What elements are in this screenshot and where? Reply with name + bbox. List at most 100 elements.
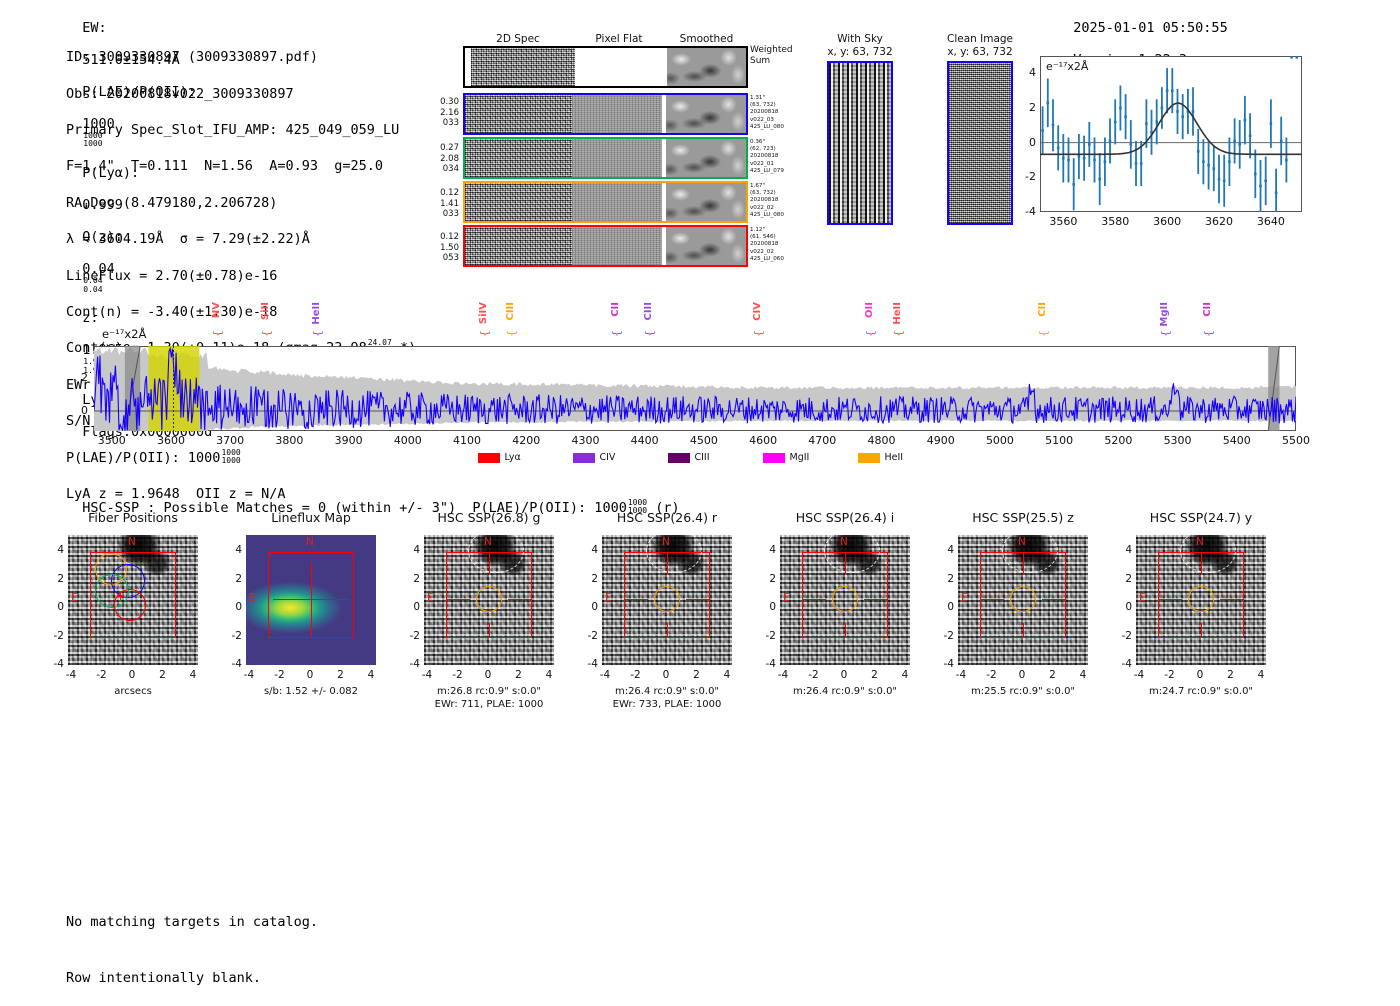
segment-pixelflat — [572, 95, 662, 133]
spec2d-row-right-label: 1.31" (63, 732) 20200818 v022_03 425_LU_… — [750, 95, 784, 130]
full-spectrum-unit-label: e⁻¹⁷x2Å — [102, 327, 147, 341]
thumbnail-x-tick: 0 — [484, 669, 492, 681]
legend-swatch — [857, 452, 880, 463]
legend-label: MgII — [789, 452, 810, 463]
thumbnail-x-tick: -2 — [808, 669, 819, 681]
thumbnail-x-tick: 4 — [1257, 669, 1265, 681]
crosshair-horizontal — [980, 599, 1004, 600]
thumbnail-y-tick: 4 — [1125, 544, 1132, 556]
info-obs-line: Obs: 20200818v022_3009330897 — [66, 85, 294, 102]
timestamp: 2025-01-01 05:50:55 — [1073, 20, 1228, 36]
ifu-footprint-box — [90, 552, 176, 638]
x-tick-label: 4800 — [867, 434, 896, 447]
y-tick-label: 4 — [1029, 66, 1036, 80]
table-row — [463, 137, 748, 179]
segment-2dspec — [465, 95, 572, 133]
y-tick-label: 0 — [81, 404, 88, 417]
legend-swatch — [667, 452, 690, 463]
x-tick-label: 4900 — [926, 434, 955, 447]
thumbnail-y-tick: 0 — [235, 601, 242, 613]
thumbnail-y-tick: 4 — [769, 544, 776, 556]
clean-image-title: Clean Image x, y: 63, 732 — [946, 33, 1014, 58]
segment-2dspec — [471, 48, 575, 86]
segment-smoothed — [666, 227, 746, 265]
thumbnail-x-tick: -4 — [1133, 669, 1145, 681]
legend-label: Lyα — [504, 452, 521, 463]
spec2d-row-right-label: 0.36" (62, 723) 20200818 v022_01 425_LU_… — [750, 139, 784, 174]
x-tick-label: 3560 — [1049, 215, 1078, 228]
crosshair-horizontal — [1042, 599, 1066, 600]
thumbnail-y-tick: 0 — [769, 601, 776, 613]
clean-image-cutout-group: Clean Image x, y: 63, 732 — [925, 33, 1035, 225]
compass-east-label: E — [249, 592, 256, 604]
contour-dashed-arc — [646, 529, 702, 573]
crosshair-horizontal — [686, 599, 710, 600]
thumbnail-y-tick: -4 — [1121, 658, 1132, 670]
emission-line-label: CIV — [752, 302, 764, 321]
x-tick-label: 3600 — [1153, 215, 1182, 228]
clean-image — [947, 61, 1013, 225]
x-tick-label: 5200 — [1104, 434, 1133, 447]
x-tick-label: 4700 — [808, 434, 837, 447]
segment-divider — [662, 95, 666, 133]
info-lineflux-line: LineFlux = 2.70(±0.78)e-16 — [66, 267, 278, 284]
line-fit-canvas — [1040, 56, 1302, 212]
crosshair-horizontal — [1158, 599, 1182, 600]
table-row — [463, 225, 748, 267]
lineflux-colormap — [246, 535, 376, 665]
compass-east-label: E — [783, 592, 790, 604]
legend-item: CIV — [572, 452, 616, 463]
aperture-circle — [1010, 586, 1036, 612]
thumbnail-x-tick: 4 — [901, 669, 909, 681]
x-tick-label: 3580 — [1101, 215, 1130, 228]
thumbnail-x-tick: 4 — [1079, 669, 1087, 681]
emission-line-label: SiII — [259, 302, 271, 321]
line-fit-plot: e⁻¹⁷x2Å -4 -2 0 2 4 3560 3580 3600 3620 3640 — [1025, 56, 1302, 228]
legend-swatch — [762, 452, 785, 463]
spec2d-row-right-label: 1.12" (61, 546) 20200818 v022_02 425_LU_… — [750, 227, 784, 262]
thumbnail-image[interactable] — [246, 535, 376, 665]
thumbnail-x-tick: 2 — [871, 669, 878, 681]
col-title-2dspec: 2D Spec — [496, 33, 540, 45]
segment-pixelflat — [575, 48, 667, 86]
emission-line-label: CII — [610, 302, 622, 317]
thumbnail-x-tick: -4 — [65, 669, 77, 681]
segment-2dspec — [465, 227, 572, 265]
legend-label: CIV — [599, 452, 616, 463]
info-z-line: LyA z = 1.9648 OII z = N/A — [66, 486, 286, 503]
thumbnail-y-tick: 4 — [947, 544, 954, 556]
x-tick-label: 5300 — [1163, 434, 1192, 447]
thumbnail-title: Lineflux Map — [271, 510, 351, 525]
line-fit-axes — [1040, 56, 1302, 212]
thumbnail-x-tick: -4 — [777, 669, 789, 681]
emission-line-brace-icon: { — [477, 330, 491, 337]
thumbnail-caption: m:26.4 rc:0.9" s:0.0" EWr: 733, PLAE: 10… — [612, 686, 722, 710]
spec2d-montage: 2D Spec Pixel Flat Smoothed Weighted Sum… — [425, 33, 805, 267]
emission-line-label: CIII — [504, 302, 516, 321]
emission-line-brace-icon: { — [1158, 330, 1172, 337]
target-marker-icon: + — [116, 590, 126, 603]
thumbnail-y-tick: 2 — [947, 572, 954, 585]
spec2d-weighted-sum-row — [463, 46, 748, 88]
emission-line-label: MgII — [1158, 302, 1170, 327]
segment-pixelflat — [572, 227, 662, 265]
thumbnail-y-tick: 2 — [1125, 572, 1132, 585]
thumbnail-y-tick: -2 — [765, 629, 776, 642]
thumbnail-y-tick: 2 — [235, 572, 242, 585]
x-tick-label: 5000 — [985, 434, 1014, 447]
crosshair-vertical — [667, 623, 668, 638]
thumbnail-x-tick: -2 — [986, 669, 997, 681]
info-plae-line: P(LAE)/P(OII): 1000 1000 1000 — [66, 447, 241, 467]
thumbnail-y-tick: 4 — [591, 544, 598, 556]
y-tick-label: 2 — [81, 370, 88, 384]
bottom-note-line2: Row intentionally blank. — [66, 969, 262, 986]
x-tick-label: 4400 — [630, 434, 659, 447]
thumbnail-y-tick: -4 — [765, 658, 776, 670]
thumbnail-x-tick: 4 — [723, 669, 731, 681]
compass-east-label: E — [427, 592, 434, 604]
compass-east-label: E — [1139, 592, 1146, 604]
with-sky-image — [827, 61, 893, 225]
